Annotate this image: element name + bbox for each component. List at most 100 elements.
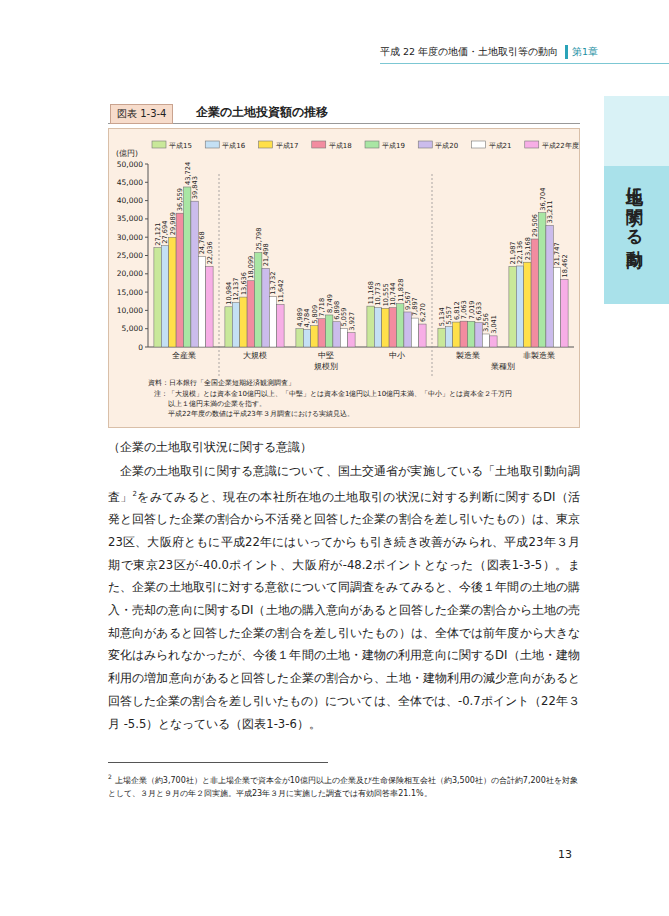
bar <box>184 187 191 347</box>
data-label: 23,168 <box>524 237 532 260</box>
bar <box>509 267 516 347</box>
bar <box>397 304 404 347</box>
y-tick <box>145 292 148 293</box>
bar <box>411 318 418 347</box>
header-title: 平成 22 年度の地価・土地取引等の動向 <box>300 46 558 59</box>
bar <box>154 248 161 347</box>
bar <box>269 297 276 347</box>
legend-label: 平成19 <box>382 142 405 150</box>
y-tick-label: 40,000 <box>117 196 143 205</box>
bar <box>516 266 523 347</box>
legend-swatch <box>259 141 273 148</box>
legend-swatch <box>418 141 432 148</box>
x-tick-label: 全産業 <box>172 351 196 360</box>
bar <box>482 334 489 347</box>
x-tick-label: 製造業 <box>456 351 480 360</box>
footnote-ref: 2 <box>133 490 137 498</box>
data-label: 18,099 <box>247 256 255 279</box>
y-tick <box>145 237 148 238</box>
legend-label: 平成15 <box>169 142 192 150</box>
bar <box>475 323 482 347</box>
group-label: 業種別 <box>491 362 515 371</box>
y-tick-label: 25,000 <box>117 251 143 260</box>
bar <box>198 256 205 347</box>
bar <box>524 262 531 347</box>
y-tick-label: 45,000 <box>117 178 143 187</box>
group-separator <box>219 174 220 377</box>
header-chapter: 第1章 <box>572 46 598 59</box>
bar <box>468 321 475 347</box>
y-tick <box>145 310 148 311</box>
footnote: 2上場企業（約3,700社）と非上場企業で資本金が10億円以上の企業及び生命保険… <box>108 770 580 800</box>
section-heading: （企業の土地取引状況に関する意識） <box>108 440 312 456</box>
legend-swatch <box>312 141 326 148</box>
legend-label: 平成21 <box>489 142 512 150</box>
paragraph: 企業の土地取引に関する意識について、国土交通省が実施している「土地取引動向調査」… <box>108 460 580 735</box>
bar <box>561 279 568 347</box>
bar <box>255 253 262 347</box>
bar <box>453 322 460 347</box>
legend-label: 平成17 <box>276 142 299 150</box>
chart-background <box>109 129 580 428</box>
figure-header-rule <box>108 123 580 124</box>
page-number: 13 <box>558 848 572 861</box>
group-separator <box>432 174 433 377</box>
data-label: 22,036 <box>206 241 214 264</box>
side-tab: 土地に関する動向 <box>604 166 669 304</box>
data-label: 3,041 <box>490 315 498 334</box>
y-tick-label: 5,000 <box>122 324 144 333</box>
legend-swatch <box>365 141 379 148</box>
side-tab-light <box>604 96 669 166</box>
y-tick <box>145 347 148 348</box>
footnote-mark: 2 <box>108 773 112 780</box>
y-axis-label: (億円) <box>116 149 138 158</box>
data-label: 33,211 <box>546 200 554 223</box>
bar <box>553 267 560 347</box>
bar <box>367 306 374 347</box>
note: 注：「大規模」とは資本金10億円以上、「中堅」とは資本金1億円以上10億円未満、… <box>154 390 512 398</box>
bar <box>225 307 232 347</box>
bar <box>311 326 318 347</box>
y-tick <box>145 273 148 274</box>
note: 平成22年度の数値は平成23年３月調査における実績見込。 <box>168 410 354 418</box>
note: 以上１億円未満の企業を指す。 <box>168 400 266 408</box>
data-label: 6,270 <box>419 303 427 322</box>
bar <box>176 213 183 347</box>
data-label: 39,843 <box>191 176 199 199</box>
paragraph-text: をみてみると、現在の本社所在地の土地取引の状況に対する判断に関するDI（活発と回… <box>108 490 580 731</box>
bar <box>191 201 198 347</box>
source: 資料：日本銀行「全国企業短期経済観測調査」 <box>148 379 295 387</box>
bar <box>389 308 396 347</box>
side-tab-text: 土地に関する動向 <box>624 174 647 239</box>
x-tick-label: 中小 <box>389 351 405 360</box>
y-tick-label: 20,000 <box>117 269 143 278</box>
legend-swatch <box>525 141 539 148</box>
bar <box>333 322 340 347</box>
legend-label: 平成16 <box>222 142 245 150</box>
footnote-rule <box>108 762 328 763</box>
bar <box>296 329 303 347</box>
bar <box>326 315 333 347</box>
bar <box>240 297 247 347</box>
data-label: 29,506 <box>531 214 539 237</box>
bar <box>438 328 445 347</box>
data-label: 3,927 <box>348 312 356 331</box>
bars <box>154 187 568 347</box>
footnote-text: 上場企業（約3,700社）と非上場企業で資本金が10億円以上の企業及び生命保険相… <box>108 776 578 798</box>
y-tick <box>145 328 148 329</box>
bar <box>206 266 213 347</box>
data-label: 21,498 <box>262 243 270 266</box>
legend-label: 平成18 <box>329 142 352 150</box>
y-tick-label: 15,000 <box>117 288 143 297</box>
bar <box>161 246 168 347</box>
figure-title: 企業の土地投資額の推移 <box>196 105 328 120</box>
y-tick <box>145 255 148 256</box>
header-rule <box>380 63 669 64</box>
legend-label: 平成20 <box>435 142 458 150</box>
chapter-bar <box>565 45 568 59</box>
legend-swatch <box>205 141 219 148</box>
bar <box>539 213 546 347</box>
legend-swatch <box>152 141 166 148</box>
bar <box>169 237 176 347</box>
bar <box>490 336 497 347</box>
